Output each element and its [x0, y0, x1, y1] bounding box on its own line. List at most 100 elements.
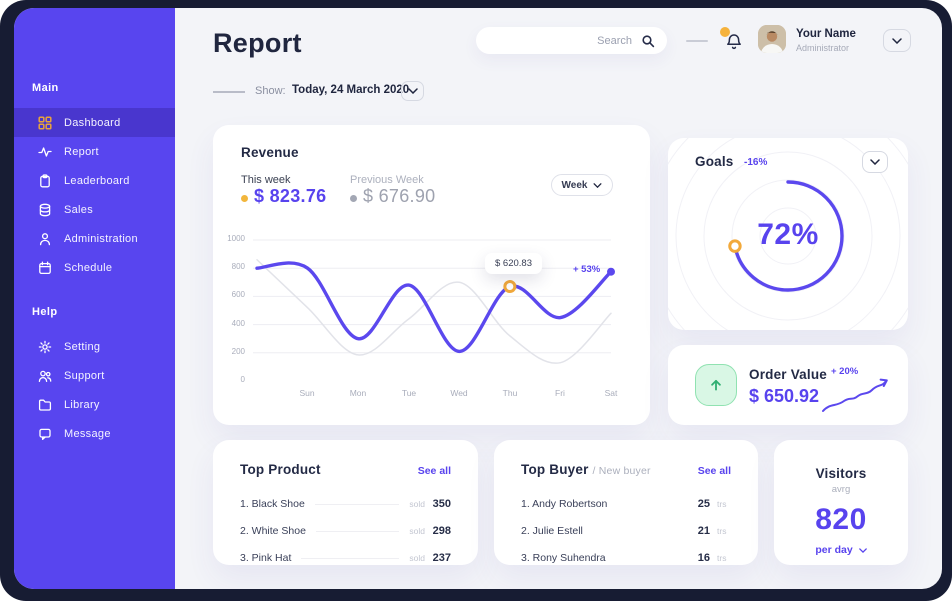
sidebar-item-report[interactable]: Report	[14, 137, 175, 166]
sold-label: sold	[409, 526, 425, 536]
trs-label: trs	[717, 526, 727, 536]
chart-tooltip: $ 620.83	[485, 253, 542, 274]
top-buyer-see-all-link[interactable]: See all	[697, 465, 731, 477]
schedule-icon	[38, 261, 52, 275]
sidebar-item-administration[interactable]: Administration	[14, 224, 175, 253]
avatar[interactable]	[758, 25, 786, 53]
search-icon[interactable]	[641, 34, 655, 48]
sidebar-item-dashboard[interactable]: Dashboard	[14, 108, 175, 137]
revenue-card: Revenue This week $ 823.76 Previous Week…	[213, 125, 650, 425]
visitors-title: Visitors	[815, 466, 867, 481]
sidebar-item-schedule[interactable]: Schedule	[14, 253, 175, 282]
y-axis-tick: 0	[240, 375, 245, 384]
this-week-label: This week	[241, 174, 291, 186]
sidebar-section-help: Help	[32, 306, 58, 318]
sidebar-item-sales[interactable]: Sales	[14, 195, 175, 224]
visitors-per-day-dropdown[interactable]: per day	[774, 544, 908, 556]
sidebar-item-support[interactable]: Support	[14, 361, 175, 390]
sidebar-item-leaderboard[interactable]: Leaderboard	[14, 166, 175, 195]
chevron-down-icon	[870, 159, 880, 165]
y-axis-tick: 400	[231, 319, 245, 328]
order-value-amount: $ 650.92	[749, 386, 820, 406]
previous-week-label: Previous Week	[350, 174, 424, 186]
order-value-delta: + 20%	[831, 366, 859, 377]
support-icon	[38, 369, 52, 383]
sold-count: 237	[432, 552, 451, 564]
search-bar	[476, 27, 667, 54]
sold-count: 350	[432, 498, 451, 510]
message-icon	[38, 427, 52, 441]
row-divider	[314, 503, 400, 505]
list-item[interactable]: 1. Black Shoe sold 350	[240, 494, 451, 514]
profile-menu-button[interactable]	[883, 29, 911, 52]
goals-dropdown-button[interactable]	[862, 151, 888, 173]
sidebar-item-label: Leaderboard	[64, 174, 130, 187]
search-input[interactable]	[476, 34, 641, 47]
buyer-count: 21	[697, 525, 710, 537]
list-item[interactable]: 1. Andy Robertson 25 trs	[521, 494, 731, 514]
top-buyer-subtitle: / New buyer	[592, 465, 651, 477]
show-label: Show:	[255, 85, 286, 97]
x-axis-tick: Sun	[299, 388, 315, 398]
y-axis-tick: 600	[231, 290, 245, 299]
list-item[interactable]: 3. Rony Suhendra 16 trs	[521, 548, 731, 568]
notifications-button[interactable]	[720, 27, 747, 55]
x-axis-tick: Tue	[401, 388, 417, 398]
visitors-avg-label: avrg	[831, 484, 851, 495]
sidebar-item-label: Sales	[64, 203, 94, 216]
top-product-title: Top Product	[240, 462, 321, 477]
chevron-down-icon	[892, 37, 902, 44]
sidebar-item-library[interactable]: Library	[14, 390, 175, 419]
visitors-card: Visitors avrg 820 per day	[774, 440, 908, 565]
buyer-name: 3. Rony Suhendra	[521, 552, 606, 564]
sidebar: Main Dashboard Report Leaderboard	[14, 8, 175, 589]
sold-label: sold	[409, 499, 425, 509]
sidebar-item-label: Schedule	[64, 261, 113, 274]
show-date-value: Today, 24 March 2020	[292, 84, 410, 96]
chart-end-delta-label: + 53%	[573, 264, 601, 275]
x-axis-tick: Mon	[349, 388, 367, 398]
sidebar-item-setting[interactable]: Setting	[14, 332, 175, 361]
show-date-dropdown-button[interactable]	[401, 81, 424, 101]
order-value-title: Order Value	[749, 367, 827, 382]
revenue-line-chart[interactable]	[253, 230, 615, 390]
buyer-count: 16	[697, 552, 710, 564]
sidebar-item-label: Dashboard	[64, 116, 121, 129]
user-name: Your Name	[796, 28, 856, 40]
goals-title: Goals	[695, 154, 734, 169]
x-axis-tick: Thu	[502, 388, 518, 398]
user-role: Administrator	[796, 43, 850, 53]
top-buyer-list: 1. Andy Robertson 25 trs 2. Julie Estell…	[521, 494, 731, 575]
product-name: 1. Black Shoe	[240, 498, 305, 510]
order-sparkline	[822, 378, 888, 412]
sales-icon	[38, 203, 52, 217]
administration-icon	[38, 232, 52, 246]
list-item[interactable]: 3. Pink Hat sold 237	[240, 548, 451, 568]
list-item[interactable]: 2. Julie Estell 21 trs	[521, 521, 731, 541]
range-selector-value: Week	[561, 179, 588, 191]
range-selector-dropdown[interactable]: Week	[551, 174, 613, 196]
goal-end-marker	[728, 239, 742, 253]
goals-card: Goals -16% 72%	[668, 138, 908, 330]
list-item[interactable]: 2. White Shoe sold 298	[240, 521, 451, 541]
sidebar-item-label: Message	[64, 427, 111, 440]
sidebar-item-label: Report	[64, 145, 99, 158]
top-buyer-card: Top Buyer / New buyer See all 1. Andy Ro…	[494, 440, 758, 565]
visitors-per-label: per day	[815, 544, 853, 556]
sold-count: 298	[432, 525, 451, 537]
buyer-name: 2. Julie Estell	[521, 525, 583, 537]
sidebar-item-message[interactable]: Message	[14, 419, 175, 448]
row-divider	[315, 530, 400, 532]
page-title: Report	[213, 28, 302, 58]
this-week-value: $ 823.76	[254, 186, 327, 206]
sidebar-section-main: Main	[32, 82, 59, 94]
buyer-count: 25	[697, 498, 710, 510]
x-axis-tick: Wed	[450, 388, 468, 398]
dashboard-icon	[38, 115, 52, 130]
previous-week-dot	[350, 195, 357, 202]
trs-label: trs	[717, 553, 727, 563]
top-product-see-all-link[interactable]: See all	[417, 465, 451, 477]
row-divider	[301, 557, 400, 559]
chevron-down-icon	[407, 88, 418, 94]
order-up-icon	[695, 364, 737, 406]
